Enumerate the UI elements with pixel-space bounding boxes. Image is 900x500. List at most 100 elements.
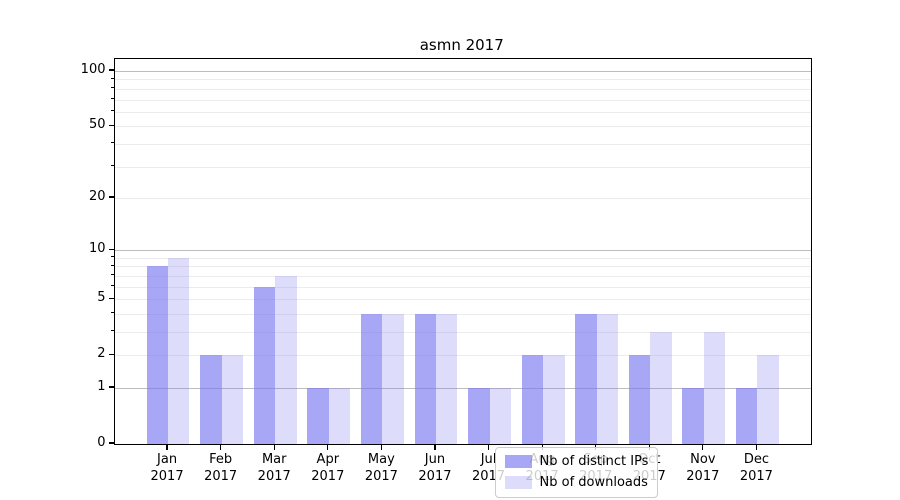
y-axis-minor-tick: [110, 256, 114, 258]
y-axis-tick-label: 0: [97, 435, 106, 450]
y-axis-tick-label: 20: [88, 188, 106, 204]
gridline-minor: [114, 355, 811, 357]
gridline-minor: [114, 111, 811, 113]
x-axis-month-label: Jul: [480, 452, 497, 467]
x-axis-tick: [380, 444, 382, 450]
gridline-minor: [114, 79, 811, 81]
y-axis-tick-label: 100: [80, 62, 106, 78]
y-axis-minor-tick: [110, 285, 114, 287]
bar-distinct-ips-jun: [414, 313, 436, 444]
x-axis-year-label: 2017: [364, 469, 398, 484]
x-axis-tick-label: Dec 2017: [730, 451, 784, 485]
legend-entry: Nb of distinct IPs: [504, 453, 649, 471]
y-axis-minor-tick: [110, 165, 114, 166]
x-axis-tick: [702, 444, 704, 450]
plot-area: Nb of distinct IPs Nb of downloads: [113, 57, 812, 498]
gridline-minor: [114, 166, 811, 168]
gridline-minor: [114, 99, 811, 101]
x-axis-tick: [166, 444, 168, 450]
gridline-minor: [114, 331, 811, 333]
x-axis-tick-label: Jan 2017: [140, 451, 194, 485]
x-axis-month-label: Apr: [316, 452, 340, 467]
bar-distinct-ips-may: [360, 313, 383, 444]
x-axis-tick: [273, 444, 275, 450]
bar-downloads-oct: [650, 331, 672, 444]
gridline-minor: [114, 88, 811, 90]
x-axis-year-label: 2017: [686, 469, 720, 484]
bar-distinct-ips-nov: [682, 387, 704, 444]
bar-downloads-jan: [168, 257, 190, 444]
y-axis-tick-label: 1: [97, 378, 106, 394]
x-axis-tick-label: May 2017: [355, 451, 409, 485]
y-axis-tick: [108, 248, 114, 250]
y-axis-minor-tick: [110, 98, 114, 100]
x-axis-month-label: Nov: [690, 452, 716, 467]
y-axis-minor-tick: [110, 297, 114, 299]
bar-distinct-ips-aug: [521, 355, 544, 444]
y-axis-minor-tick: [110, 87, 114, 89]
x-axis-month-label: Mar: [261, 452, 287, 467]
bar-distinct-ips-feb: [200, 355, 222, 444]
legend-entry: Nb of downloads: [504, 474, 649, 492]
y-axis-minor-tick: [110, 264, 114, 266]
y-axis-minor-tick: [110, 353, 114, 355]
x-axis-tick-label: Mar 2017: [247, 451, 301, 485]
x-axis-month-label: Dec: [743, 452, 769, 467]
legend-swatch-downloads: [504, 476, 532, 489]
y-axis-minor-tick: [110, 142, 114, 144]
gridline-minor: [114, 197, 811, 199]
y-axis-tick-label: 5: [97, 290, 106, 306]
x-axis-month-label: Jun: [424, 452, 446, 467]
bar-distinct-ips-sep: [575, 313, 597, 444]
x-axis-tick-label: Nov 2017: [676, 451, 730, 485]
gridline-minor: [114, 275, 811, 277]
chart-title: asmn 2017: [419, 36, 504, 54]
y-axis-minor-tick: [110, 312, 114, 314]
bar-downloads-jul: [489, 387, 511, 444]
y-axis-minor-tick: [110, 274, 114, 276]
y-axis-tick: [108, 386, 114, 388]
y-axis-tick: [108, 442, 114, 444]
y-axis-tick-label: 2: [97, 346, 106, 362]
gridline-major: [114, 387, 811, 389]
x-axis-month-label: May: [367, 452, 395, 467]
y-axis-tick-label: 10: [88, 241, 106, 257]
bar-distinct-ips-apr: [307, 387, 329, 444]
bar-distinct-ips-jul: [468, 387, 490, 444]
x-axis-month-label: Jan: [157, 452, 178, 467]
bar-downloads-mar: [275, 275, 297, 444]
x-axis-tick: [487, 444, 490, 450]
x-axis-year-label: 2017: [150, 469, 184, 484]
legend-label: Nb of distinct IPs: [539, 454, 649, 469]
x-axis-tick: [434, 444, 436, 450]
gridline-minor: [114, 257, 811, 259]
y-axis-tick: [108, 69, 114, 71]
x-axis-tick-label: Jun 2017: [408, 451, 462, 485]
x-axis-year-label: 2017: [418, 469, 452, 484]
x-axis-year-label: 2017: [739, 469, 773, 484]
x-axis-tick-label: Apr 2017: [301, 451, 355, 485]
legend-label: Nb of downloads: [539, 475, 648, 490]
bar-distinct-ips-mar: [253, 286, 276, 444]
x-axis-tick: [755, 444, 757, 450]
y-axis-minor-tick: [110, 330, 114, 332]
gridline-minor: [114, 266, 811, 268]
gridline-minor: [114, 126, 811, 128]
bar-downloads-may: [382, 313, 404, 444]
legend-swatch-distinct-ips: [504, 455, 532, 468]
gridline-minor: [114, 286, 811, 288]
gridline-minor: [114, 143, 811, 145]
x-axis-tick-label: Feb 2017: [194, 451, 248, 485]
bar-downloads-sep: [596, 313, 619, 444]
gridline-minor: [114, 299, 811, 301]
bar-downloads-jun: [435, 313, 458, 444]
y-axis-tick-label: 50: [88, 117, 106, 133]
y-axis-minor-tick: [110, 124, 114, 126]
x-axis-year-label: 2017: [204, 469, 238, 484]
gridline-minor: [114, 313, 811, 315]
x-axis-tick: [220, 444, 222, 450]
x-axis-year-label: 2017: [311, 469, 345, 484]
bar-downloads-feb: [221, 355, 244, 444]
y-axis-minor-tick: [110, 77, 114, 79]
